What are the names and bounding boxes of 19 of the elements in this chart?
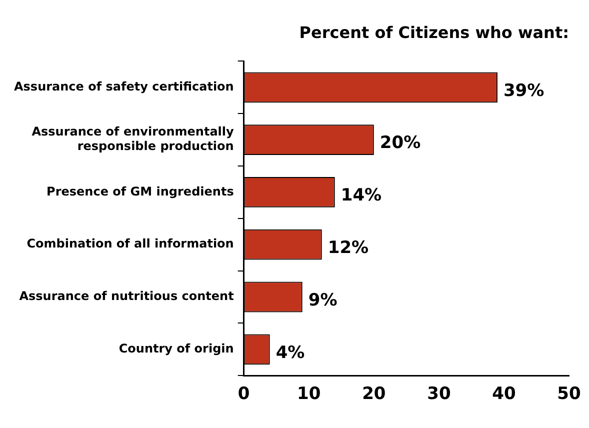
y-tick-label: Assurance of safety certification — [14, 80, 234, 94]
chart-title: Percent of Citizens who want: — [299, 22, 569, 42]
y-tick-label: Assurance of environmentally responsible production — [32, 124, 234, 154]
data-label: 12% — [328, 238, 369, 258]
y-tick-label: Assurance of nutritious content — [19, 289, 234, 304]
x-tick-label: 40 — [492, 384, 516, 404]
x-tick-label: 30 — [427, 384, 451, 404]
x-tick-label: 20 — [362, 384, 386, 404]
y-tick-label: Presence of GM ingredients — [46, 184, 234, 198]
x-tick-label: 50 — [557, 384, 581, 404]
y-tick-label: Combination of all information — [26, 236, 234, 251]
data-label: 14% — [340, 186, 382, 206]
data-label: 39% — [503, 80, 544, 101]
data-label: 9% — [308, 290, 338, 310]
data-label: 20% — [380, 133, 421, 154]
y-tick-label: Country of origin — [118, 342, 234, 356]
data-label: 4% — [276, 342, 305, 363]
x-tick-label: 10 — [297, 384, 321, 404]
x-tick-label: 0 — [238, 384, 250, 404]
